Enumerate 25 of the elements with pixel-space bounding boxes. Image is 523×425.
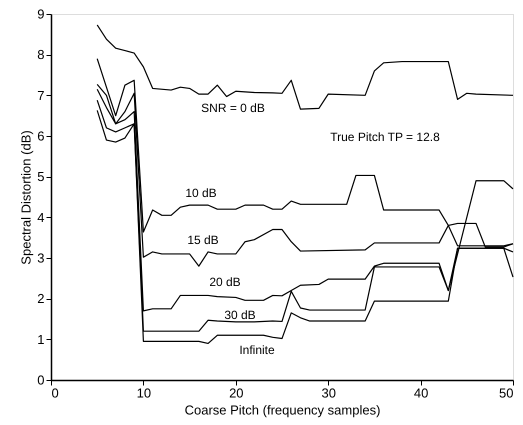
series-label: 15 dB xyxy=(187,233,219,247)
annotation: True Pitch TP = 12.8 xyxy=(330,130,440,144)
y-axis-title: Spectral Distortion (dB) xyxy=(18,130,34,265)
series-label: 20 dB xyxy=(209,275,241,289)
x-tick-label: 10 xyxy=(136,386,152,400)
y-tick-label: 9 xyxy=(37,6,44,22)
y-tick-label: 3 xyxy=(37,250,44,266)
y-tick-label: 1 xyxy=(37,332,44,347)
x-tick-label: 40 xyxy=(414,386,428,400)
x-tick-label: 20 xyxy=(229,386,244,400)
y-tick-label: 5 xyxy=(37,169,44,184)
y-tick-label: 8 xyxy=(37,47,44,62)
y-tick-label: 7 xyxy=(37,88,44,103)
x-axis-title: Coarse Pitch (frequency samples) xyxy=(184,402,380,418)
x-tick-label: 50 xyxy=(499,386,514,400)
series-label: 10 dB xyxy=(185,186,217,200)
y-tick-label: 6 xyxy=(37,128,44,144)
y-tick-label: 0 xyxy=(37,372,44,388)
x-tick-label: 30 xyxy=(321,386,336,400)
series-label: SNR = 0 dB xyxy=(201,101,265,115)
y-tick-label: 4 xyxy=(37,210,44,225)
series-label: 30 dB xyxy=(224,308,256,322)
y-tick-label: 2 xyxy=(37,291,44,306)
series-label: Infinite xyxy=(239,343,275,357)
x-tick-label: 0 xyxy=(52,386,59,400)
